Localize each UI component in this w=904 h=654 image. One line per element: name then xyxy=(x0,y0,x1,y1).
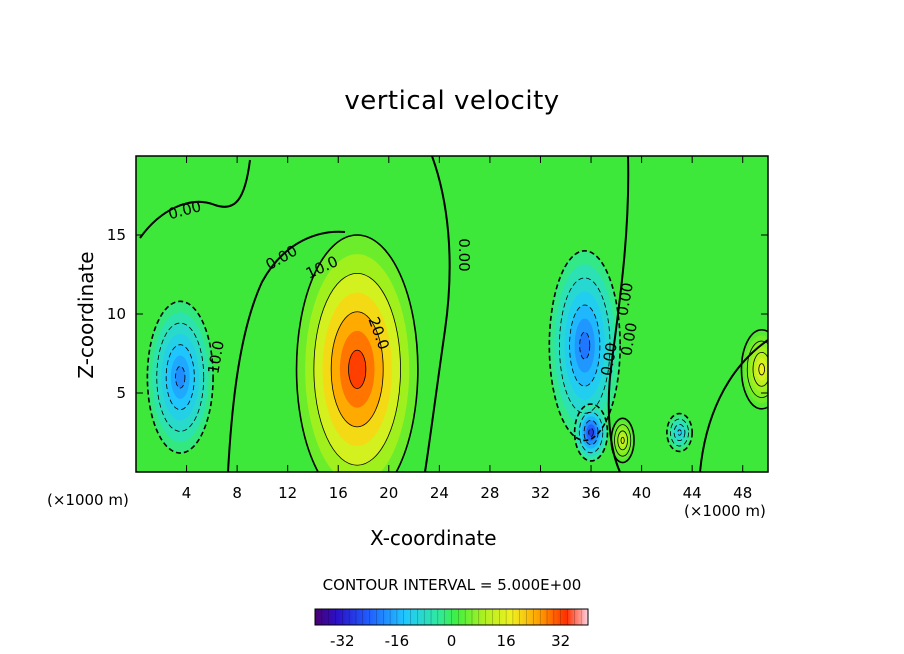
contour-line xyxy=(559,277,611,414)
x-tick-label: 16 xyxy=(329,484,348,502)
contour-label: 0.00 xyxy=(617,321,641,357)
zero-contour xyxy=(424,156,451,472)
y-tick-label: 5 xyxy=(116,384,126,402)
y-tick-label: 10 xyxy=(107,305,126,323)
contour-line xyxy=(740,329,768,410)
contour-line xyxy=(578,411,604,454)
chart-title: vertical velocity xyxy=(344,86,560,116)
contour-line xyxy=(583,419,599,446)
field-band xyxy=(588,428,594,437)
x-axis-label: X-coordinate xyxy=(370,526,497,550)
contour-line xyxy=(313,272,401,466)
field-band xyxy=(758,363,765,375)
contour-line xyxy=(588,428,594,437)
contour-line xyxy=(330,311,384,428)
x-tick-label: 40 xyxy=(632,484,651,502)
contour-line xyxy=(620,436,625,444)
colorbar-tick-label: 0 xyxy=(447,632,457,650)
y-axis: 5 10 15 xyxy=(107,226,768,402)
x-tick-label: 4 xyxy=(182,484,192,502)
x-tick-label: 20 xyxy=(379,484,398,502)
y-tick-label: 15 xyxy=(107,226,126,244)
field-band xyxy=(677,429,682,436)
x-tick-label: 36 xyxy=(581,484,600,502)
field-band xyxy=(348,350,366,389)
field-band xyxy=(579,332,590,360)
contour-line xyxy=(666,412,693,453)
contour-label: 0.00 xyxy=(613,281,637,317)
colorbar-ticks: -32 -16 0 16 32 xyxy=(314,609,589,650)
contour-line xyxy=(146,300,214,454)
contour-line xyxy=(670,418,689,447)
x-tick-label: 32 xyxy=(531,484,550,502)
field-band xyxy=(621,437,625,444)
contour-line xyxy=(569,304,601,387)
zero-contour xyxy=(607,156,630,472)
colorbar-tick-label: 32 xyxy=(551,632,570,650)
colorbar-tick-label: -32 xyxy=(330,632,355,650)
x-unit-right: (×1000 m) xyxy=(684,502,766,520)
contour-line xyxy=(573,403,609,462)
contour-line xyxy=(156,322,205,432)
contour-line xyxy=(548,250,621,442)
x-tick-label: 8 xyxy=(232,484,242,502)
contour-line xyxy=(673,423,686,442)
zero-contour xyxy=(139,159,251,239)
contour-label: 0.00 xyxy=(597,341,621,377)
zero-contour xyxy=(227,230,346,472)
x-tick-label: 24 xyxy=(430,484,449,502)
contour-line xyxy=(348,349,367,389)
x-tick-label: 12 xyxy=(278,484,297,502)
x-tick-label: 44 xyxy=(683,484,702,502)
contour-label: 0.00 xyxy=(455,238,473,271)
contour-label: 10.0 xyxy=(204,339,228,375)
x-tick-label: 48 xyxy=(733,484,752,502)
contour-line xyxy=(165,344,195,411)
contour-line xyxy=(752,351,768,387)
y-axis-label: Z-coordinate xyxy=(74,251,98,379)
contour-line xyxy=(746,340,768,398)
contour-line xyxy=(295,234,419,472)
field-band xyxy=(175,366,185,389)
x-tick-label: 28 xyxy=(480,484,499,502)
contour-line xyxy=(175,365,186,389)
contour-line xyxy=(617,430,628,451)
contour-line xyxy=(614,424,632,457)
contour-line xyxy=(579,331,591,360)
plot-background xyxy=(136,156,768,472)
x-unit-left: (×1000 m) xyxy=(47,491,129,509)
x-axis: 4 8 12 16 20 24 28 32 36 40 44 48 xyxy=(182,156,752,502)
colorbar-tick-label: -16 xyxy=(385,632,410,650)
contour-line xyxy=(758,363,765,376)
contour-interval-label: CONTOUR INTERVAL = 5.000E+00 xyxy=(322,576,582,594)
contour-line xyxy=(677,429,682,436)
colorbar-tick-label: 16 xyxy=(497,632,516,650)
zero-contour xyxy=(699,339,768,472)
